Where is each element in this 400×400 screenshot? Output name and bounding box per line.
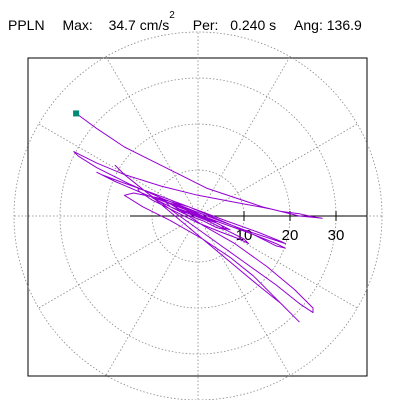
max-unit-exponent: 2	[169, 10, 175, 21]
grid-spoke-120	[105, 56, 199, 217]
plot-frame	[27, 57, 368, 377]
chart-header: PPLN Max: 34.7 cm/s2 Per: 0.240 s Ang: 1…	[8, 10, 362, 38]
radial-axis: 10 20 30	[130, 211, 367, 244]
station-code: PPLN	[8, 16, 45, 33]
max-unit: cm/s	[139, 16, 170, 33]
motion-trace-group	[73, 112, 323, 323]
grid-ring-40	[13, 31, 383, 400]
radial-tick-label-30: 30	[328, 227, 345, 244]
max-value: 34.7	[108, 16, 136, 33]
grid-spoke-210	[38, 215, 199, 309]
grid-spoke-300	[197, 215, 291, 376]
motion-trace-0	[73, 112, 323, 323]
period-label: Per:	[192, 16, 219, 33]
angle-label: Ang:	[294, 16, 323, 33]
grid-spoke-240	[105, 215, 199, 376]
start-marker-group	[73, 110, 80, 117]
angle-value: 136.9	[326, 16, 362, 33]
grid-spoke-60	[197, 56, 291, 217]
period-value: 0.240 s	[230, 16, 277, 33]
grid-spoke-30	[197, 123, 358, 217]
grid-spoke-150	[38, 123, 199, 217]
radial-tick-label-20: 20	[282, 227, 299, 244]
start-marker	[73, 110, 80, 117]
max-label: Max:	[62, 16, 93, 33]
grid-spoke-330	[197, 215, 358, 309]
